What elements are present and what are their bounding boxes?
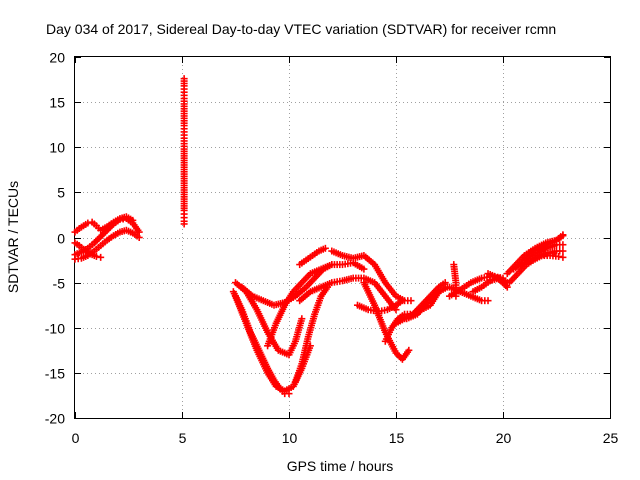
data-point (405, 346, 413, 354)
x-axis-title: GPS time / hours (287, 458, 394, 474)
series-arc-c5 (484, 270, 511, 291)
series-arc-b9 (328, 247, 415, 305)
data-points (71, 75, 567, 398)
x-tick-label: 10 (282, 430, 298, 446)
series-arc-b5 (264, 259, 368, 350)
y-tick-label: 15 (49, 95, 65, 111)
series-arc-c3 (450, 261, 460, 300)
x-tick-label: 15 (389, 430, 405, 446)
data-point (559, 247, 567, 255)
y-tick-label: 20 (49, 50, 65, 66)
data-point (452, 292, 460, 300)
data-point (559, 241, 567, 249)
series-arc-d5 (538, 252, 567, 261)
x-tick-label: 5 (179, 430, 187, 446)
data-point (97, 253, 105, 261)
y-tick-label: 5 (57, 185, 65, 201)
y-axis-title: SDTVAR / TECUs (5, 181, 21, 293)
series-arc-d4 (520, 231, 567, 264)
series-arc-b8 (296, 244, 329, 269)
data-point (484, 297, 492, 305)
plot-frame (74, 56, 611, 419)
series-arc-b14 (403, 283, 451, 323)
series-arc-a1 (71, 226, 143, 263)
data-point (407, 297, 415, 305)
series-arc-a3 (71, 213, 137, 236)
axis-ticks: 0 5 10 15 20 25 20 15 10 5 0 -5 -10 -15 -20 (45, 50, 619, 447)
x-tick-label: 20 (496, 430, 512, 446)
data-point (180, 220, 188, 228)
series-arc-b3 (232, 279, 306, 359)
chart-title: Day 034 of 2017, Sidereal Day-to-day VTE… (46, 21, 556, 37)
y-tick-label: 0 (57, 231, 65, 247)
y-tick-label: -20 (45, 411, 65, 427)
y-tick-label: -15 (45, 366, 65, 382)
data-point (298, 315, 306, 323)
data-point (559, 231, 567, 239)
y-tick-label: -10 (45, 321, 65, 337)
data-point (92, 252, 100, 260)
series-arc-a4 (71, 239, 105, 261)
data-point (555, 252, 563, 260)
data-point (360, 265, 368, 273)
y-tick-label: 10 (49, 140, 65, 156)
data-point (398, 297, 406, 305)
data-point (559, 253, 567, 261)
x-tick-label: 0 (72, 430, 80, 446)
data-point (129, 216, 137, 224)
y-tick-label: -5 (53, 276, 66, 292)
data-point (84, 219, 92, 227)
data-point (321, 244, 329, 252)
grid-lines (75, 57, 610, 418)
x-tick-label: 25 (603, 430, 619, 446)
series-burst-5h (180, 75, 188, 228)
data-point (135, 228, 143, 236)
series-arc-b11 (353, 297, 406, 316)
series-arc-b6 (291, 283, 332, 386)
data-point (503, 283, 511, 291)
